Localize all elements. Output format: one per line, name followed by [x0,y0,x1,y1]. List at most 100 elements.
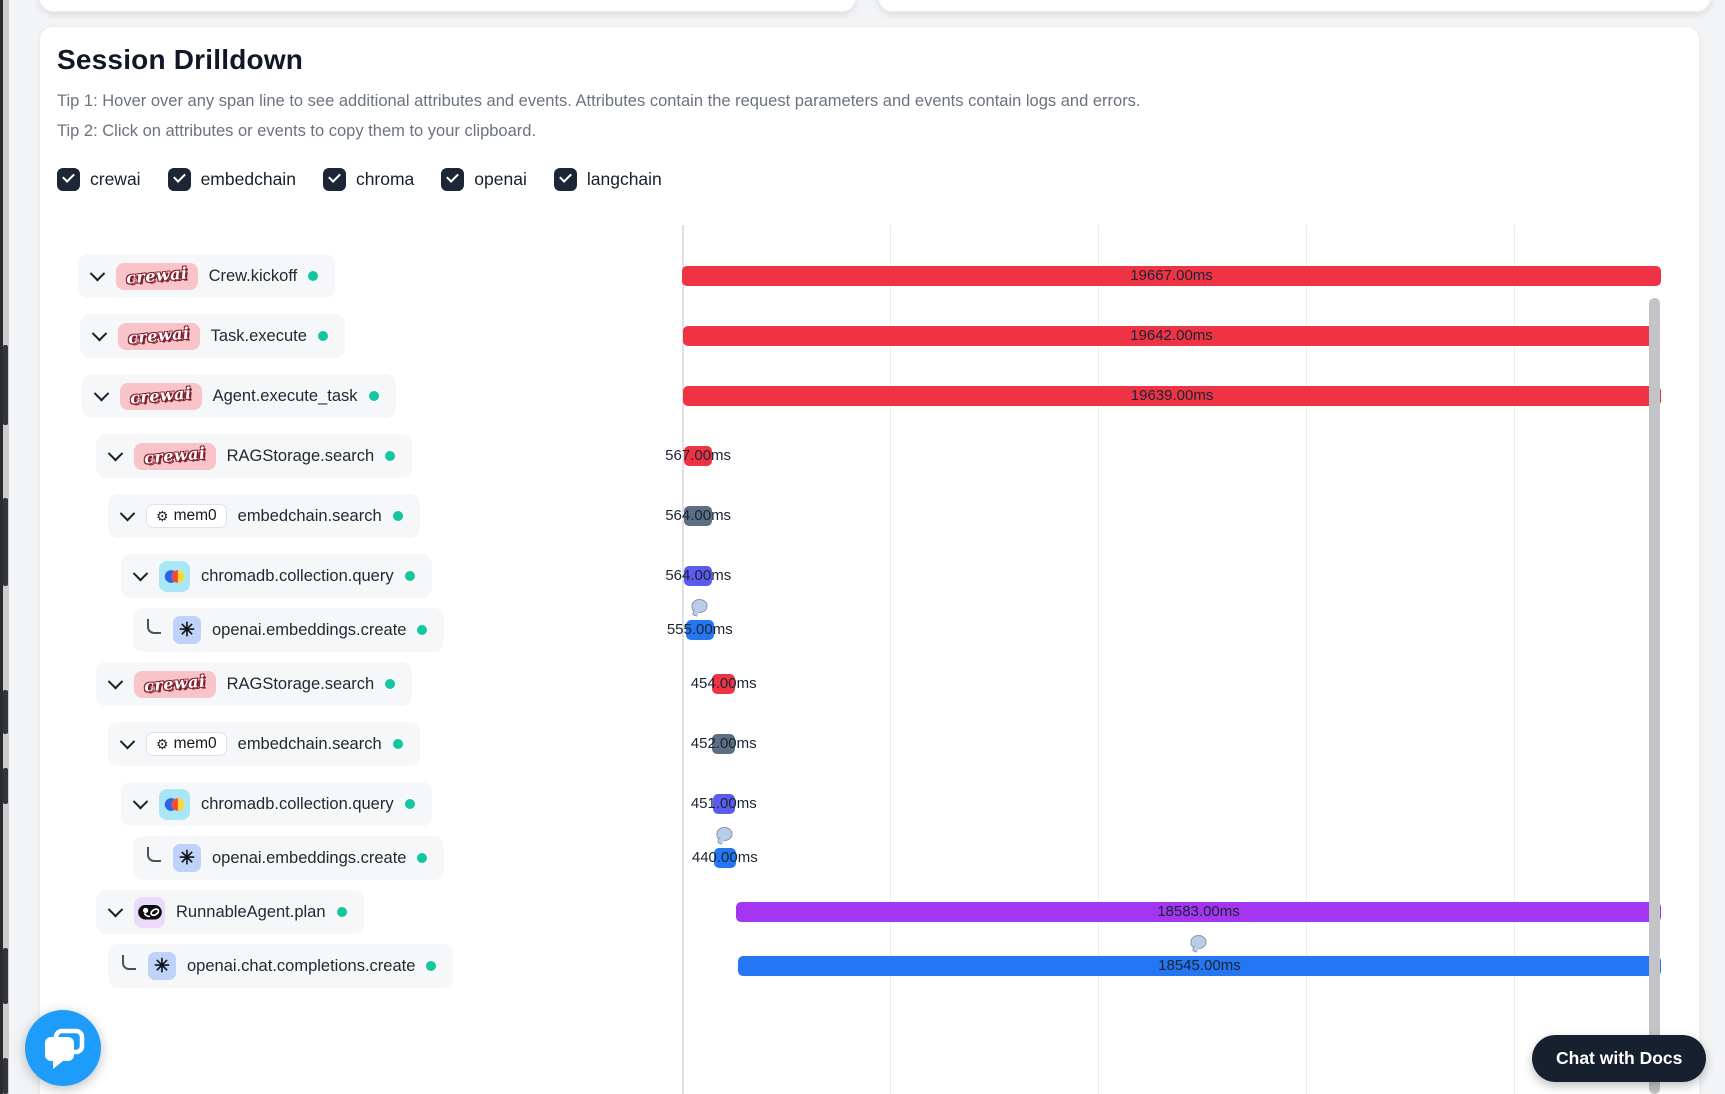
filter-crewai[interactable]: crewai [57,168,141,191]
expand-chevron-icon[interactable] [132,565,149,581]
expand-chevron-icon[interactable] [132,793,149,809]
span-pill[interactable]: crewai RAGStorage.search [96,434,413,478]
duration-label: 19642.00ms [1130,327,1213,344]
duration-label: 440.00ms [691,849,758,866]
span-name: embedchain.search [237,734,382,753]
span-pill[interactable]: chromadb.collection.query [121,782,432,826]
openai-knot-icon: ✳ [179,619,195,641]
duration-label: 564.00ms [665,507,732,524]
filter-label: openai [474,169,527,189]
span-name: openai.chat.completions.create [187,956,416,975]
span-pill[interactable]: crewai Agent.execute_task [82,374,396,418]
duration-bar[interactable] [712,674,735,694]
span-pill[interactable]: crewai Crew.kickoff [78,254,336,298]
chat-with-docs-button[interactable]: Chat with Docs [1532,1035,1707,1082]
expand-chevron-icon[interactable] [107,901,124,917]
duration-bar[interactable] [683,386,1661,406]
status-dot [404,571,415,581]
provider-filters: crewai embedchain chroma openai langchai… [57,168,662,191]
duration-bar[interactable] [712,794,735,814]
langchain-logo [134,896,165,928]
filter-label: crewai [90,169,141,189]
span-row-Agent.execute_task: 19639.00ms crewai Agent.execute_task [0,366,1725,426]
mem0-logo: ⚙ mem0 [146,732,227,756]
tip-2: Tip 2: Click on attributes or events to … [57,122,537,140]
filter-checkbox[interactable] [57,168,80,191]
openai-logo: ✳ [148,952,176,980]
expand-chevron-icon[interactable] [93,385,110,401]
span-pill[interactable]: crewai Task.execute [80,314,345,358]
duration-label: 19667.00ms [1130,267,1213,284]
duration-bar[interactable] [713,848,736,868]
expand-chevron-icon[interactable] [91,325,108,341]
duration-bar[interactable] [737,956,1661,976]
duration-label: 567.00ms [665,447,732,464]
span-row-Task.execute: 19642.00ms crewai Task.execute [0,306,1725,366]
filter-openai[interactable]: openai [441,168,527,191]
span-name: openai.embeddings.create [212,620,407,639]
top-card-left [39,0,856,12]
span-pill[interactable]: chromadb.collection.query [121,554,432,598]
span-name: embedchain.search [237,506,382,525]
status-dot [385,679,396,689]
filter-embedchain[interactable]: embedchain [167,168,296,191]
expand-chevron-icon[interactable] [119,733,136,749]
span-row-RAGStorage.search: 567.00ms crewai RAGStorage.search [0,426,1725,486]
span-row-embedchain.search: 452.00ms ⚙ mem0 embedchain.search [0,714,1725,774]
duration-bar[interactable] [684,506,713,526]
filter-checkbox[interactable] [167,168,191,191]
duration-label: 454.00ms [690,675,757,692]
filter-langchain[interactable]: langchain [553,168,662,191]
status-dot [385,451,396,461]
duration-bar[interactable] [682,326,1661,346]
event-bubble-icon[interactable] [691,599,708,617]
child-elbow-connector [147,846,161,862]
span-pill[interactable]: ✳ openai.embeddings.create [133,608,445,652]
event-bubble-icon[interactable] [716,827,733,845]
mem0-knot-icon: ⚙ [156,508,169,524]
span-row-openai.chat.completions.create: 18545.00ms ✳ openai.chat.completions.cre… [0,935,1725,990]
duration-bar[interactable] [684,566,713,586]
span-row-Crew.kickoff: 19667.00ms crewai Crew.kickoff [0,246,1725,306]
filter-checkbox[interactable] [553,168,577,191]
duration-bar[interactable] [682,266,1661,286]
span-name: Task.execute [210,326,307,345]
mem0-logo: ⚙ mem0 [146,504,227,528]
expand-chevron-icon[interactable] [119,505,136,521]
crewai-logo: crewai [120,382,202,410]
duration-label: 18583.00ms [1157,903,1240,920]
span-pill[interactable]: crewai RAGStorage.search [96,662,413,706]
chat-bubbles-icon [25,1010,101,1086]
duration-bar[interactable] [685,620,714,640]
status-dot [336,907,347,917]
expand-chevron-icon[interactable] [89,265,106,281]
duration-bar[interactable] [735,902,1661,922]
grid-line [1514,225,1515,1094]
filter-label: embedchain [200,169,296,189]
event-bubble-icon[interactable] [1190,935,1208,953]
span-pill[interactable]: ✳ openai.chat.completions.create [108,944,454,988]
chat-launcher-button[interactable] [25,1010,101,1086]
openai-logo: ✳ [173,844,201,872]
expand-chevron-icon[interactable] [107,445,124,461]
filter-chroma[interactable]: chroma [322,168,415,191]
filter-checkbox[interactable] [322,168,346,191]
expand-chevron-icon[interactable] [107,673,124,689]
filter-checkbox[interactable] [441,168,465,191]
span-pill[interactable]: RunnableAgent.plan [96,890,364,934]
filter-label: chroma [355,169,415,189]
span-name: openai.embeddings.create [212,848,407,867]
mem0-knot-icon: ⚙ [156,736,169,752]
span-pill[interactable]: ⚙ mem0 embedchain.search [108,722,420,766]
duration-bar[interactable] [712,734,735,754]
span-row-openai.embeddings.create: 440.00ms ✳ openai.embeddings.create [0,827,1725,882]
duration-label: 564.00ms [665,567,732,584]
page-title: Session Drilldown [57,44,304,75]
span-pill[interactable]: ⚙ mem0 embedchain.search [108,494,420,538]
duration-bar[interactable] [683,446,713,466]
langchain-parrot-chain-icon [137,905,162,920]
vertical-scrollbar[interactable] [1649,298,1660,1094]
span-row-RunnableAgent.plan: 18583.00ms RunnableAgent.plan [0,882,1725,942]
span-pill[interactable]: ✳ openai.embeddings.create [133,836,445,880]
